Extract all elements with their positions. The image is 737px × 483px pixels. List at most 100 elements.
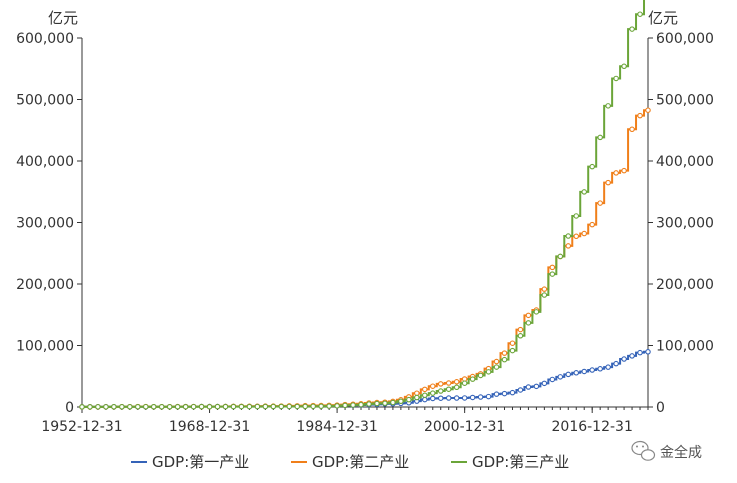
data-point (565, 243, 572, 249)
data-point (366, 401, 372, 407)
data-point (461, 395, 468, 401)
data-point (589, 221, 595, 228)
data-point (509, 389, 516, 396)
y-unit-left: 亿元 (48, 9, 78, 27)
x-tick-label: 1968-12-31 (169, 419, 250, 435)
data-point (262, 403, 269, 410)
data-point (549, 264, 556, 271)
data-point (95, 404, 101, 410)
data-point (230, 403, 237, 410)
y-tick-label-right: 100,000 (656, 339, 714, 355)
data-point (158, 404, 165, 410)
data-point (270, 403, 277, 410)
data-point (533, 383, 540, 390)
data-point (430, 395, 436, 402)
data-point (573, 213, 580, 219)
series-3 (79, 0, 646, 410)
data-point (445, 395, 452, 401)
data-point (493, 364, 500, 370)
data-point (565, 371, 572, 378)
data-point (557, 253, 564, 260)
data-point (581, 368, 587, 375)
data-point (613, 170, 619, 176)
data-point (190, 403, 197, 410)
data-point (453, 384, 460, 391)
y-tick-label-left: 600,000 (16, 31, 74, 47)
data-point (461, 380, 468, 386)
data-point (525, 320, 532, 326)
data-point (358, 401, 364, 408)
data-point (135, 403, 141, 410)
x-tick-label: 2000-12-31 (424, 419, 505, 435)
data-point (374, 400, 380, 407)
data-point (414, 390, 420, 396)
data-point (398, 398, 404, 404)
data-point (206, 403, 213, 410)
data-point (430, 383, 436, 389)
data-point (477, 372, 484, 379)
data-point (629, 353, 635, 359)
data-point (493, 391, 500, 397)
data-point (557, 374, 564, 380)
data-point (597, 200, 603, 206)
y-tick-label-right: 300,000 (656, 216, 714, 232)
data-point (198, 403, 205, 410)
data-point (390, 399, 396, 406)
data-point (238, 403, 245, 410)
data-point (422, 392, 428, 399)
data-point (517, 326, 524, 333)
data-point (342, 402, 348, 409)
legend-label-2: GDP:第二产业 (312, 453, 409, 471)
data-point (334, 403, 340, 409)
data-point (437, 388, 444, 394)
data-point (605, 103, 611, 109)
axes-layer: 0 0 100,000 100,000 200,000 200,000 300,000 300… (16, 31, 714, 435)
y-tick-label-left: 500,000 (16, 93, 74, 109)
y-unit-right: 亿元 (648, 9, 678, 27)
x-tick-label: 2016-12-31 (552, 419, 633, 435)
data-point (501, 356, 508, 363)
data-point (422, 386, 428, 393)
data-point (589, 367, 595, 373)
data-point (637, 11, 643, 17)
data-point (350, 402, 356, 408)
data-point (278, 403, 285, 410)
data-point (589, 163, 595, 170)
data-point (565, 233, 572, 239)
data-point (525, 384, 532, 390)
data-point (549, 271, 556, 277)
data-point (437, 395, 444, 401)
data-point (541, 292, 548, 298)
data-point (645, 349, 651, 355)
data-point (430, 390, 436, 396)
x-tick-label: 1984-12-31 (296, 419, 377, 435)
data-point (573, 233, 580, 240)
data-point (501, 390, 508, 397)
data-point (406, 396, 412, 403)
data-point (637, 349, 643, 356)
watermark-text: 金全成 (660, 444, 702, 461)
legend: GDP:第一产业 GDP:第二产业 GDP:第三产业 (131, 453, 569, 471)
data-point (445, 380, 452, 386)
data-point (525, 312, 532, 319)
data-point (445, 386, 452, 392)
series-line-1 (82, 350, 648, 408)
data-point (477, 394, 484, 400)
data-point (629, 26, 635, 32)
data-point (174, 404, 181, 410)
data-point (302, 403, 308, 410)
data-point (509, 340, 516, 346)
y-tick-label-right: 0 (656, 400, 665, 416)
data-point (182, 403, 189, 410)
series-1 (79, 349, 651, 410)
data-point (581, 230, 587, 237)
legend-label-3: GDP:第三产业 (472, 453, 569, 471)
y-tick-label-left: 300,000 (16, 216, 74, 232)
data-point (597, 366, 603, 372)
series-line-3 (82, 0, 646, 408)
data-point (79, 404, 85, 410)
data-point (150, 404, 157, 410)
data-point (453, 379, 460, 385)
data-point (485, 393, 492, 400)
